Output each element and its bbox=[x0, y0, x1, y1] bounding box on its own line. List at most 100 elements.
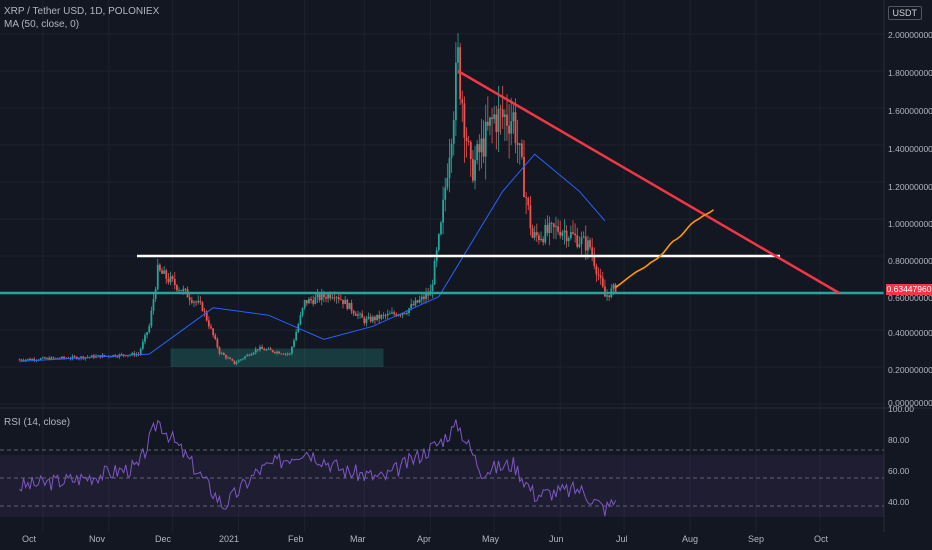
currency-badge[interactable]: USDT bbox=[887, 6, 922, 20]
rsi-legend[interactable]: RSI (14, close) bbox=[4, 417, 71, 428]
candle-body bbox=[601, 277, 604, 287]
candle-body bbox=[520, 143, 523, 157]
candle-body bbox=[41, 357, 44, 359]
candle-body bbox=[52, 357, 55, 359]
price-axis-label: 1.40000000 bbox=[888, 144, 932, 154]
candle-body bbox=[322, 293, 325, 298]
candle-body bbox=[493, 114, 496, 120]
candle-body bbox=[248, 354, 251, 356]
candle-body bbox=[444, 187, 447, 200]
candle-body bbox=[214, 335, 217, 340]
candle-body bbox=[593, 254, 596, 266]
candle-body bbox=[578, 244, 581, 247]
candle-body bbox=[342, 299, 344, 305]
candle-body bbox=[46, 357, 48, 359]
candle-body bbox=[486, 121, 489, 126]
candle-body bbox=[437, 234, 440, 250]
time-axis-label: Oct bbox=[814, 534, 829, 544]
candle-body bbox=[352, 310, 355, 314]
candle-body bbox=[169, 276, 172, 283]
ma-legend[interactable]: MA (50, close, 0) bbox=[4, 19, 80, 30]
grid-lines bbox=[0, 0, 884, 532]
candle-body bbox=[569, 232, 572, 239]
projection-path[interactable] bbox=[615, 209, 715, 289]
candle-body bbox=[452, 120, 455, 144]
candle-body bbox=[514, 112, 517, 144]
candle-body bbox=[531, 228, 534, 238]
candle-body bbox=[376, 314, 378, 320]
candle-body bbox=[182, 288, 185, 291]
candle-body bbox=[78, 358, 80, 360]
candle-body bbox=[301, 307, 304, 316]
candle-body bbox=[116, 356, 119, 358]
price-axis-label: 0.00000000 bbox=[888, 398, 932, 408]
candle-body bbox=[597, 274, 600, 276]
candle-body bbox=[374, 316, 376, 320]
candle-body bbox=[538, 235, 540, 241]
candle-body bbox=[446, 178, 449, 188]
candle-body bbox=[420, 296, 423, 300]
descending-trendline[interactable] bbox=[457, 69, 840, 295]
candle-body bbox=[197, 300, 200, 303]
candle-body bbox=[90, 355, 93, 357]
candle-body bbox=[288, 353, 291, 355]
candle-body bbox=[604, 286, 606, 297]
candle-body bbox=[454, 62, 457, 121]
candle-body bbox=[533, 232, 536, 238]
candle-body bbox=[242, 358, 244, 360]
candle-body bbox=[576, 235, 579, 247]
candle-body bbox=[180, 290, 183, 291]
candle-body bbox=[156, 264, 159, 290]
candle-body bbox=[210, 326, 212, 329]
time-axis-label: Mar bbox=[350, 534, 366, 544]
time-axis-label: Jun bbox=[549, 534, 564, 544]
candle-body bbox=[365, 318, 368, 324]
candle-body bbox=[469, 142, 472, 160]
candle-body bbox=[295, 332, 298, 341]
candle-body bbox=[188, 297, 191, 301]
candle-body bbox=[205, 311, 208, 321]
symbol-title[interactable]: XRP / Tether USD, 1D, POLONIEX bbox=[4, 6, 160, 17]
candle-body bbox=[335, 297, 338, 299]
price-axis-label: 0.80000000 bbox=[888, 256, 932, 266]
candle-body bbox=[503, 114, 506, 118]
candle-body bbox=[261, 347, 264, 349]
candle-body bbox=[71, 356, 74, 359]
time-axis-label: Dec bbox=[155, 534, 172, 544]
candle-body bbox=[465, 137, 468, 142]
candle-body bbox=[173, 278, 176, 286]
candle-body bbox=[384, 314, 387, 316]
candle-body bbox=[484, 121, 487, 157]
rsi-axis-label: 80.00 bbox=[888, 435, 910, 445]
candle-body bbox=[467, 141, 470, 143]
candle-body bbox=[250, 354, 253, 356]
candle-body bbox=[478, 144, 481, 153]
candle-body bbox=[523, 156, 525, 197]
candle-body bbox=[246, 354, 249, 357]
candle-body bbox=[557, 226, 559, 232]
candle-body bbox=[48, 357, 51, 360]
candle-body bbox=[299, 315, 302, 325]
candle-body bbox=[39, 358, 42, 360]
candle-body bbox=[133, 353, 136, 356]
candle-body bbox=[320, 293, 323, 301]
price-axis-label: 2.00000000 bbox=[888, 30, 932, 40]
candle-body bbox=[399, 314, 402, 316]
candle-body bbox=[318, 294, 321, 301]
candle-body bbox=[348, 302, 351, 309]
candle-body bbox=[167, 278, 170, 283]
candle-body bbox=[584, 236, 587, 251]
candle-body bbox=[24, 359, 27, 361]
time-axis-label: 2021 bbox=[219, 534, 240, 544]
candle-body bbox=[218, 347, 221, 354]
candle-body bbox=[165, 270, 168, 279]
candle-body bbox=[480, 138, 483, 153]
candle-body bbox=[357, 314, 359, 316]
candle-body bbox=[427, 293, 430, 296]
candle-body bbox=[440, 222, 442, 235]
candle-body bbox=[410, 304, 413, 309]
candle-body bbox=[282, 353, 285, 355]
candle-body bbox=[561, 232, 564, 236]
candle-body bbox=[582, 236, 585, 238]
